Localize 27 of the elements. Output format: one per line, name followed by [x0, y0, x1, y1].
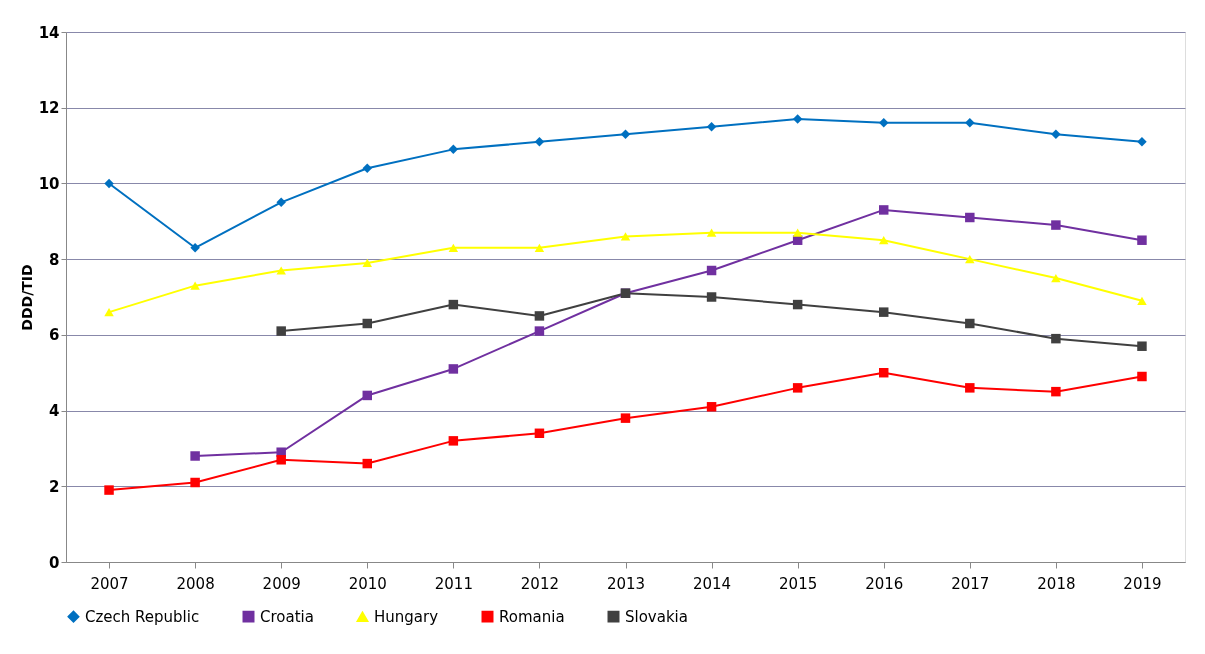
x-tick-label: 2018: [1037, 574, 1076, 593]
y-tick-label: 8: [49, 250, 60, 269]
x-tick-label: 2019: [1123, 574, 1162, 593]
x-tick-label: 2008: [176, 574, 215, 593]
x-tick-label: 2015: [779, 574, 818, 593]
x-tick-label: 2017: [951, 574, 990, 593]
y-tick-label: 10: [38, 174, 60, 193]
x-tick-label: 2010: [348, 574, 387, 593]
legend-label: Romania: [499, 607, 565, 626]
y-tick-label: 4: [49, 402, 60, 421]
legend-label: Croatia: [260, 607, 314, 626]
x-tick-label: 2013: [606, 574, 646, 593]
y-tick-label: 0: [49, 553, 60, 572]
x-tick-label: 2016: [865, 574, 904, 593]
x-tick-label: 2009: [262, 574, 301, 593]
x-tick-label: 2014: [692, 574, 732, 593]
x-tick-label: 2007: [90, 574, 129, 593]
x-tick-label: 2011: [434, 574, 473, 593]
x-tick-label: 2012: [520, 574, 560, 593]
legend-label: Hungary: [374, 607, 439, 626]
legend-label: Slovakia: [625, 607, 688, 626]
y-axis-title: DDD/TID: [18, 264, 35, 331]
y-tick-label: 2: [49, 477, 60, 496]
y-tick-label: 14: [38, 23, 60, 42]
legend-label: Czech Republic: [85, 607, 200, 626]
y-tick-label: 6: [49, 326, 60, 345]
y-tick-label: 12: [38, 99, 60, 118]
